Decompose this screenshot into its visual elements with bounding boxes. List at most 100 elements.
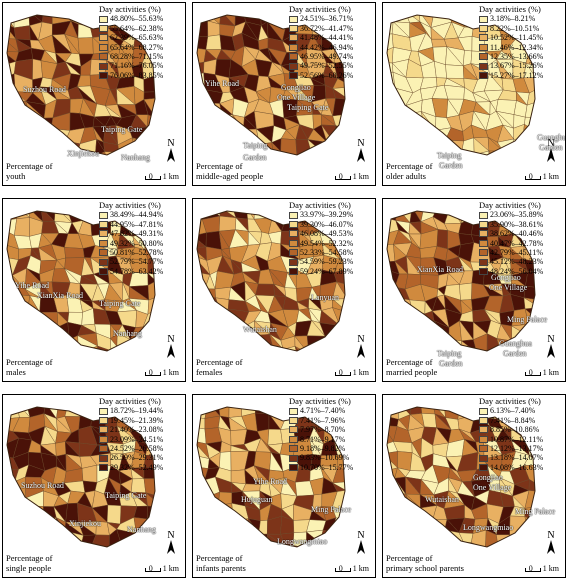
district-cell [133,352,150,363]
district-cell [352,452,362,471]
district-cell [335,125,345,140]
legend-class-label: 10.87%–12.11% [490,434,544,444]
legend-entry: 3.18%–8.21% [479,14,543,23]
legend-swatch [479,72,488,80]
district-cell [26,518,45,535]
district-cell [331,517,345,537]
district-cell [37,125,55,142]
legend-swatch [289,464,298,472]
district-cell [405,333,425,348]
district-cell [538,491,552,506]
district-cell [527,532,535,547]
district-cell [197,138,210,155]
scale-bar [335,176,351,180]
district-cell [267,428,283,446]
district-cell [348,312,362,322]
district-cell [346,284,362,300]
legend-class-label: 52.56%–60.26% [300,70,354,80]
place-label: One Village [473,483,512,492]
legend-entry: 8.85%–10.86% [479,425,543,434]
district-cell [25,505,45,520]
legend-class-label: 41.48%–44.41% [300,33,354,43]
panel-title: Percentage of older adults [386,161,433,181]
legend-class-label: 49.32%–50.80% [110,238,164,248]
place-label: Xinjiekou [69,519,101,528]
scale-bar [145,372,161,376]
choropleth-map [386,210,536,364]
district-cell [203,123,221,141]
legend-class-label: 46.08%–49.53% [300,229,354,239]
place-label: Xinjiekou [67,149,99,158]
legend-swatch [479,454,488,462]
place-label: Taiping Gate [287,103,329,112]
district-cell [392,143,411,155]
district-cell [538,491,552,503]
legend-class-label: 52.79%–54.77% [110,257,164,267]
district-cell [346,471,362,481]
district-cell [37,332,58,350]
scale-bar [525,568,541,572]
district-cell [7,521,16,532]
legend-entry: 47.82%–49.31% [99,229,163,238]
district-cell [28,131,45,146]
district-cell [486,349,501,351]
district-cell [459,282,473,301]
north-label: N [167,530,174,541]
district-cell [393,309,413,323]
legend-entry: 54.59%–59.23% [289,257,353,266]
district-cell [17,495,27,508]
legend-swatch [99,445,108,453]
legend-swatch [289,43,298,51]
legend-class-label: 59.24%–67.89% [300,266,354,276]
district-cell [405,334,425,351]
legend-class-label: 54.78%–63.42% [110,266,164,276]
district-cell [77,407,93,417]
district-cell [405,127,426,142]
district-cell [524,347,535,351]
district-cell [336,322,345,334]
legend-entry: 29.32%–52.49% [99,463,163,472]
district-cell [162,491,173,507]
legend-class-label: 10.52%–11.45% [490,33,544,43]
legend-title: Day activities (%) [479,4,541,14]
legend-swatch [289,72,298,80]
legend-swatch [289,15,298,23]
district-cell [462,354,473,364]
scale-bar [335,568,351,572]
legend-entry: 71.16%–76.05% [99,61,163,70]
place-label: Ming Palace [311,505,352,514]
legend-swatch [289,62,298,70]
study-area-boundary [386,210,536,352]
legend-class-label: 54.59%–59.23% [300,257,354,267]
legend-swatch [289,445,298,453]
north-arrow-icon: N [357,334,365,358]
district-cell [347,299,362,313]
map-panel: Day activities (%) 33.97%–39.29% 39.30%–46… [192,198,376,382]
district-cell [55,535,70,543]
district-cell [523,77,535,94]
district-cell [348,308,362,322]
district-cell [218,324,235,340]
place-label: Guanghua [499,339,532,348]
legend-swatch [99,268,108,276]
district-cell [336,543,345,547]
legend-swatch [289,435,298,443]
district-cell [534,87,535,102]
district-cell [228,337,245,351]
district-cell [271,211,287,219]
panel-title: Percentage of single people [6,553,53,573]
district-cell [197,293,208,312]
district-cell [116,346,136,351]
district-cell [392,337,409,351]
district-cell [26,519,42,536]
district-cell [157,98,172,113]
district-cell [143,73,155,93]
legend-swatch [289,454,298,462]
district-cell [411,515,424,535]
legend-swatch [479,25,488,33]
legend-swatch [479,62,488,70]
district-cell [12,311,29,327]
legend-class-label: 10.70%–15.77% [300,462,354,472]
legend: Day activities (%) 23.06%–35.89% 35.90%–38… [479,200,543,276]
district-cell [40,517,58,537]
